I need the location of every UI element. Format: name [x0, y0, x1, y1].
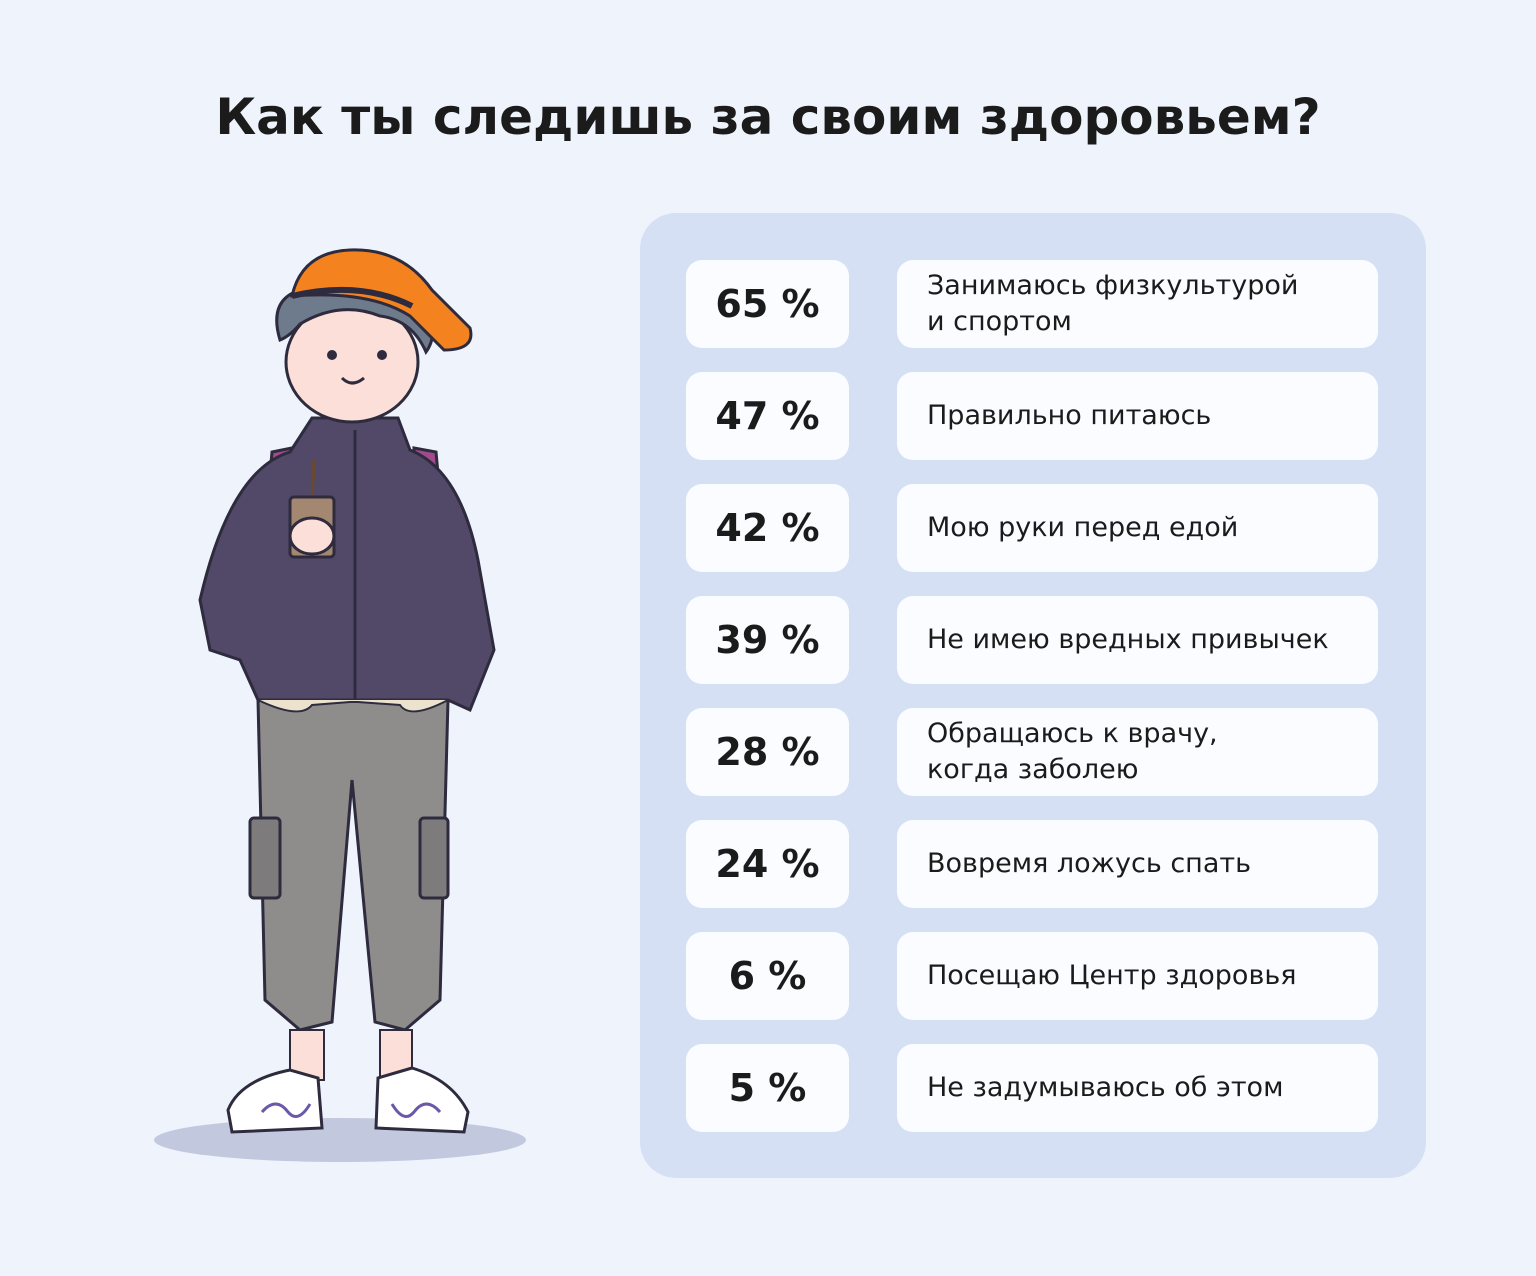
percent-value: 6 % — [686, 932, 849, 1020]
percent-value: 42 % — [686, 484, 849, 572]
answer-label: Не задумываюсь об этом — [897, 1044, 1378, 1132]
cap — [290, 248, 473, 352]
student-illustration — [154, 248, 526, 1162]
answer-label: Правильно питаюсь — [897, 372, 1378, 460]
left-pocket — [248, 816, 282, 900]
percent-value: 65 % — [686, 260, 849, 348]
result-row: 6 % Посещаю Центр здоровья — [640, 932, 1426, 1020]
result-row: 24 % Вовремя ложусь спать — [640, 820, 1426, 908]
right-pocket — [418, 816, 450, 900]
answer-label: Обращаюсь к врачу, когда заболею — [897, 708, 1378, 796]
percent-value: 47 % — [686, 372, 849, 460]
answer-label: Посещаю Центр здоровья — [897, 932, 1378, 1020]
results-panel — [640, 213, 1426, 1178]
result-row: 5 % Не задумываюсь об этом — [640, 1044, 1426, 1132]
ground-shadow — [154, 1118, 526, 1162]
answer-label: Не имею вредных привычек — [897, 596, 1378, 684]
percent-value: 5 % — [686, 1044, 849, 1132]
result-row: 47 % Правильно питаюсь — [640, 372, 1426, 460]
right-shoe — [374, 1066, 470, 1134]
left-shoe — [226, 1068, 324, 1134]
answer-label: Мою руки перед едой — [897, 484, 1378, 572]
page-title: Как ты следишь за своим здоровьем? — [215, 88, 1321, 146]
answer-label: Вовремя ложусь спать — [897, 820, 1378, 908]
hand — [288, 516, 336, 556]
result-row: 28 % Обращаюсь к врачу, когда заболею — [640, 708, 1426, 796]
result-row: 42 % Мою руки перед едой — [640, 484, 1426, 572]
result-row: 39 % Не имею вредных привычек — [640, 596, 1426, 684]
jacket — [198, 416, 496, 713]
percent-value: 24 % — [686, 820, 849, 908]
result-row: 65 % Занимаюсь физкультурой и спортом — [640, 260, 1426, 348]
percent-value: 39 % — [686, 596, 849, 684]
answer-label: Занимаюсь физкультурой и спортом — [897, 260, 1378, 348]
percent-value: 28 % — [686, 708, 849, 796]
